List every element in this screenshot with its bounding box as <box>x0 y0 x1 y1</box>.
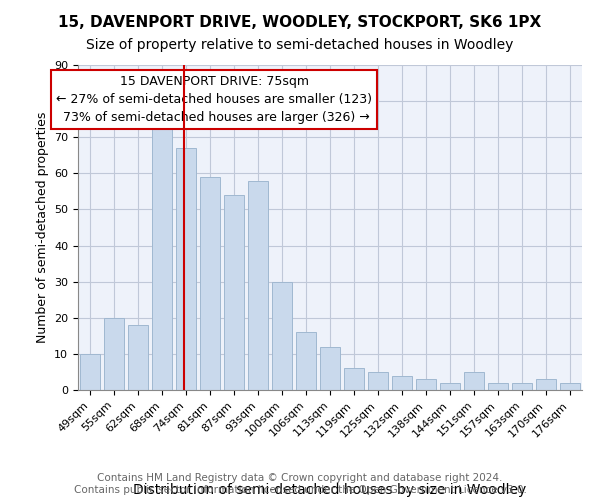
Text: Size of property relative to semi-detached houses in Woodley: Size of property relative to semi-detach… <box>86 38 514 52</box>
Bar <box>464 372 484 390</box>
Bar <box>512 383 532 390</box>
Bar <box>128 325 148 390</box>
Bar <box>392 376 412 390</box>
Bar <box>416 379 436 390</box>
Bar <box>176 148 196 390</box>
Bar <box>200 177 220 390</box>
Bar <box>368 372 388 390</box>
Y-axis label: Number of semi-detached properties: Number of semi-detached properties <box>35 112 49 343</box>
Bar <box>104 318 124 390</box>
Bar <box>80 354 100 390</box>
Bar <box>560 383 580 390</box>
Text: Contains HM Land Registry data © Crown copyright and database right 2024.
Contai: Contains HM Land Registry data © Crown c… <box>74 474 526 495</box>
Bar <box>320 346 340 390</box>
Bar <box>272 282 292 390</box>
Bar <box>248 180 268 390</box>
Bar <box>224 195 244 390</box>
Bar <box>488 383 508 390</box>
Text: 15 DAVENPORT DRIVE: 75sqm
← 27% of semi-detached houses are smaller (123)
 73% o: 15 DAVENPORT DRIVE: 75sqm ← 27% of semi-… <box>56 74 372 124</box>
Text: 15, DAVENPORT DRIVE, WOODLEY, STOCKPORT, SK6 1PX: 15, DAVENPORT DRIVE, WOODLEY, STOCKPORT,… <box>58 15 542 30</box>
X-axis label: Distribution of semi-detached houses by size in Woodley: Distribution of semi-detached houses by … <box>133 483 527 497</box>
Bar <box>152 116 172 390</box>
Bar <box>296 332 316 390</box>
Bar <box>536 379 556 390</box>
Bar <box>344 368 364 390</box>
Bar <box>440 383 460 390</box>
